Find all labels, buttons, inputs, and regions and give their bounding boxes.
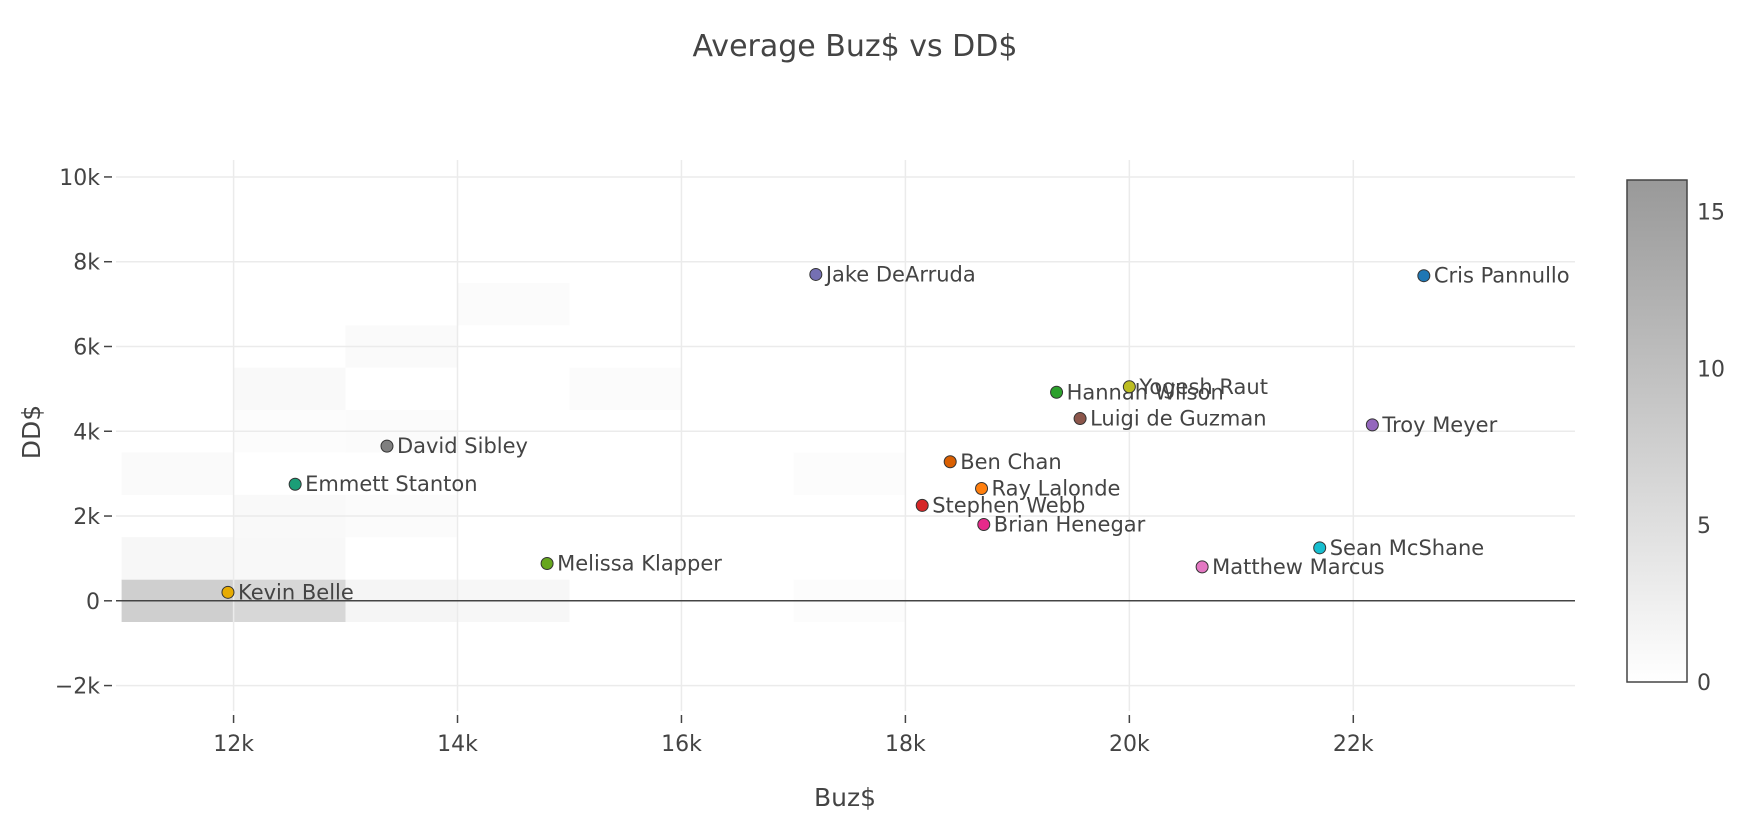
point-label: Kevin Belle bbox=[238, 580, 354, 604]
point-marker[interactable] bbox=[1050, 385, 1064, 399]
point-marker[interactable] bbox=[380, 439, 394, 453]
density-cell-11 bbox=[233, 367, 346, 411]
point-label: Matthew Marcus bbox=[1212, 555, 1385, 579]
point-label: Sean McShane bbox=[1330, 536, 1485, 560]
point-label: Troy Meyer bbox=[1381, 413, 1497, 437]
density-cell-8 bbox=[121, 452, 234, 495]
point-marker[interactable] bbox=[540, 557, 554, 571]
data-point-13[interactable]: Sean McShane bbox=[1313, 536, 1485, 560]
x-tick-label-2: 16k bbox=[661, 732, 702, 757]
y-tick-label-1: 0 bbox=[86, 590, 100, 615]
point-marker[interactable] bbox=[809, 267, 823, 281]
point-marker[interactable] bbox=[1122, 380, 1136, 394]
colorbar-tick-label-2: 10 bbox=[1697, 357, 1725, 382]
point-marker[interactable] bbox=[1073, 412, 1087, 426]
chart-title: Average Buz$ vs DD$ bbox=[693, 29, 1018, 64]
data-point-1[interactable]: Emmett Stanton bbox=[288, 472, 478, 496]
colorbar-tick-label-0: 0 bbox=[1697, 671, 1711, 696]
data-point-12[interactable]: Matthew Marcus bbox=[1195, 555, 1385, 579]
y-tick-label-0: −2k bbox=[55, 675, 100, 700]
data-point-0[interactable]: Kevin Belle bbox=[221, 580, 354, 604]
point-label: David Sibley bbox=[397, 434, 528, 458]
point-label: Brian Henegar bbox=[994, 513, 1146, 537]
data-point-2[interactable]: David Sibley bbox=[380, 434, 528, 458]
point-label: Hannah Wilson bbox=[1067, 380, 1224, 404]
colorbar: 0 5 10 15 bbox=[1626, 179, 1725, 696]
data-points: Kevin Belle Emmett Stanton David Sibley Mel… bbox=[221, 262, 1570, 604]
point-marker[interactable] bbox=[1417, 269, 1431, 283]
point-label: Yogesh Raut bbox=[1138, 375, 1268, 399]
y-tick-label-5: 8k bbox=[73, 251, 100, 276]
data-point-6[interactable]: Ben Chan bbox=[943, 450, 1062, 474]
point-label: Jake DeArruda bbox=[824, 262, 976, 286]
point-label: Luigi de Guzman bbox=[1090, 407, 1266, 431]
density-cell-13 bbox=[457, 282, 570, 326]
point-label: Ben Chan bbox=[960, 450, 1061, 474]
data-point-8[interactable]: Brian Henegar bbox=[977, 513, 1146, 537]
density-cell-15 bbox=[793, 452, 906, 495]
x-tick-label-5: 22k bbox=[1333, 732, 1374, 757]
point-marker[interactable] bbox=[915, 498, 929, 512]
y-tick-label-3: 4k bbox=[73, 420, 100, 445]
x-axis: 12k 14k 16k 18k 20k 22k bbox=[213, 715, 1374, 757]
point-marker[interactable] bbox=[1313, 541, 1327, 555]
point-label: Ray Lalonde bbox=[992, 476, 1121, 500]
y-tick-label-4: 6k bbox=[73, 335, 100, 360]
colorbar-tick-label-1: 5 bbox=[1697, 514, 1711, 539]
data-point-11[interactable]: Yogesh Raut bbox=[1122, 375, 1268, 399]
density-heatmap bbox=[121, 282, 906, 622]
x-tick-label-0: 12k bbox=[213, 732, 254, 757]
density-cell-14 bbox=[569, 367, 682, 411]
y-axis-title: DD$ bbox=[17, 405, 46, 459]
point-label: Stephen Webb bbox=[932, 493, 1085, 517]
colorbar-tick-label-3: 15 bbox=[1697, 200, 1725, 225]
data-point-10[interactable]: Luigi de Guzman bbox=[1073, 407, 1267, 431]
point-marker[interactable] bbox=[288, 477, 302, 491]
data-point-7[interactable]: Ray Lalonde bbox=[975, 476, 1121, 500]
point-label: Emmett Stanton bbox=[305, 472, 477, 496]
gridlines bbox=[116, 160, 1575, 711]
data-point-5[interactable]: Stephen Webb bbox=[915, 493, 1085, 517]
point-marker[interactable] bbox=[1365, 418, 1379, 432]
y-tick-label-2: 2k bbox=[73, 505, 100, 530]
data-point-15[interactable]: Cris Pannullo bbox=[1417, 264, 1570, 288]
point-label: Melissa Klapper bbox=[557, 552, 722, 576]
x-tick-label-3: 18k bbox=[885, 732, 926, 757]
data-point-14[interactable]: Troy Meyer bbox=[1365, 413, 1498, 437]
x-tick-label-1: 14k bbox=[437, 732, 478, 757]
x-tick-label-4: 20k bbox=[1109, 732, 1150, 757]
point-marker[interactable] bbox=[221, 585, 235, 599]
y-tick-label-6: 10k bbox=[59, 166, 100, 191]
data-point-9[interactable]: Hannah Wilson bbox=[1050, 380, 1224, 404]
density-cell-5 bbox=[233, 537, 346, 580]
point-marker[interactable] bbox=[977, 518, 991, 532]
point-marker[interactable] bbox=[1195, 560, 1209, 574]
point-marker[interactable] bbox=[975, 481, 989, 495]
y-axis: −2k 0 2k 4k 6k 8k 10k bbox=[55, 166, 112, 700]
point-marker[interactable] bbox=[943, 455, 957, 469]
x-axis-title: Buz$ bbox=[814, 783, 876, 812]
colorbar-gradient bbox=[1626, 179, 1688, 683]
point-label: Cris Pannullo bbox=[1434, 264, 1570, 288]
density-cell-4 bbox=[121, 537, 234, 580]
data-point-4[interactable]: Jake DeArruda bbox=[809, 262, 976, 286]
data-point-3[interactable]: Melissa Klapper bbox=[540, 552, 722, 576]
